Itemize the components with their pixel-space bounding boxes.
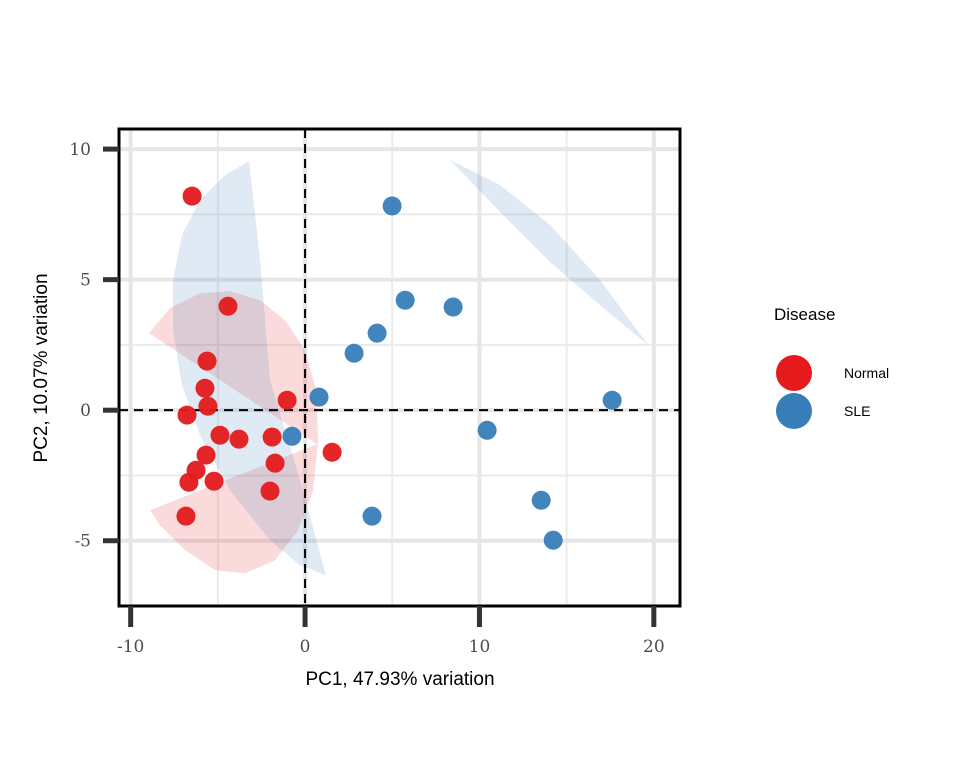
- data-points: [176, 186, 622, 550]
- point-normal: [195, 378, 215, 398]
- point-normal: [198, 396, 218, 416]
- confidence-ellipse-sle: [450, 160, 649, 346]
- legend-label: SLE: [844, 403, 870, 419]
- y-tick-label: 5: [80, 271, 91, 291]
- point-sle: [382, 196, 402, 216]
- point-normal: [179, 472, 199, 492]
- x-tick-label: -10: [117, 637, 144, 657]
- x-tick-label: 0: [300, 637, 311, 657]
- y-tick-label: 10: [69, 140, 91, 160]
- x-axis-title: PC1, 47.93% variation: [305, 669, 494, 690]
- point-sle: [477, 420, 497, 440]
- y-axis-title: PC2, 10.07% variation: [31, 273, 52, 462]
- point-sle: [282, 426, 302, 446]
- point-normal: [210, 425, 230, 445]
- point-normal: [177, 405, 197, 425]
- legend-key-normal: [776, 355, 812, 391]
- point-normal: [182, 186, 202, 206]
- point-sle: [362, 506, 382, 526]
- point-normal: [262, 427, 282, 447]
- point-normal: [265, 453, 285, 473]
- point-normal: [229, 429, 249, 449]
- legend-label: Normal: [844, 365, 889, 381]
- point-sle: [367, 323, 387, 343]
- point-sle: [344, 343, 364, 363]
- point-sle: [309, 387, 329, 407]
- point-sle: [531, 490, 551, 510]
- plot-panel-border: [117, 127, 682, 608]
- point-normal: [277, 390, 297, 410]
- legend-item-sle: SLE: [776, 393, 870, 429]
- point-normal: [218, 296, 238, 316]
- axis-ticks: -10 0 10 20 -5 0 5 10: [69, 140, 664, 657]
- legend: Disease Normal SLE: [774, 305, 889, 429]
- legend-key-sle: [776, 393, 812, 429]
- point-sle: [602, 390, 622, 410]
- confidence-ellipses: [148, 160, 649, 576]
- legend-item-normal: Normal: [776, 355, 889, 391]
- point-sle: [443, 297, 463, 317]
- x-tick-label: 10: [469, 637, 491, 657]
- y-tick-label: -5: [74, 532, 91, 552]
- confidence-ellipse-sle: [173, 161, 326, 576]
- point-normal: [197, 351, 217, 371]
- point-normal: [260, 481, 280, 501]
- point-normal: [322, 442, 342, 462]
- point-sle: [543, 530, 563, 550]
- point-normal: [204, 471, 224, 491]
- point-normal: [176, 506, 196, 526]
- x-tick-label: 20: [643, 637, 665, 657]
- legend-title: Disease: [774, 305, 835, 324]
- confidence-ellipse-normal: [148, 291, 319, 574]
- y-tick-label: 0: [80, 401, 91, 421]
- point-sle: [395, 290, 415, 310]
- point-normal: [196, 445, 216, 465]
